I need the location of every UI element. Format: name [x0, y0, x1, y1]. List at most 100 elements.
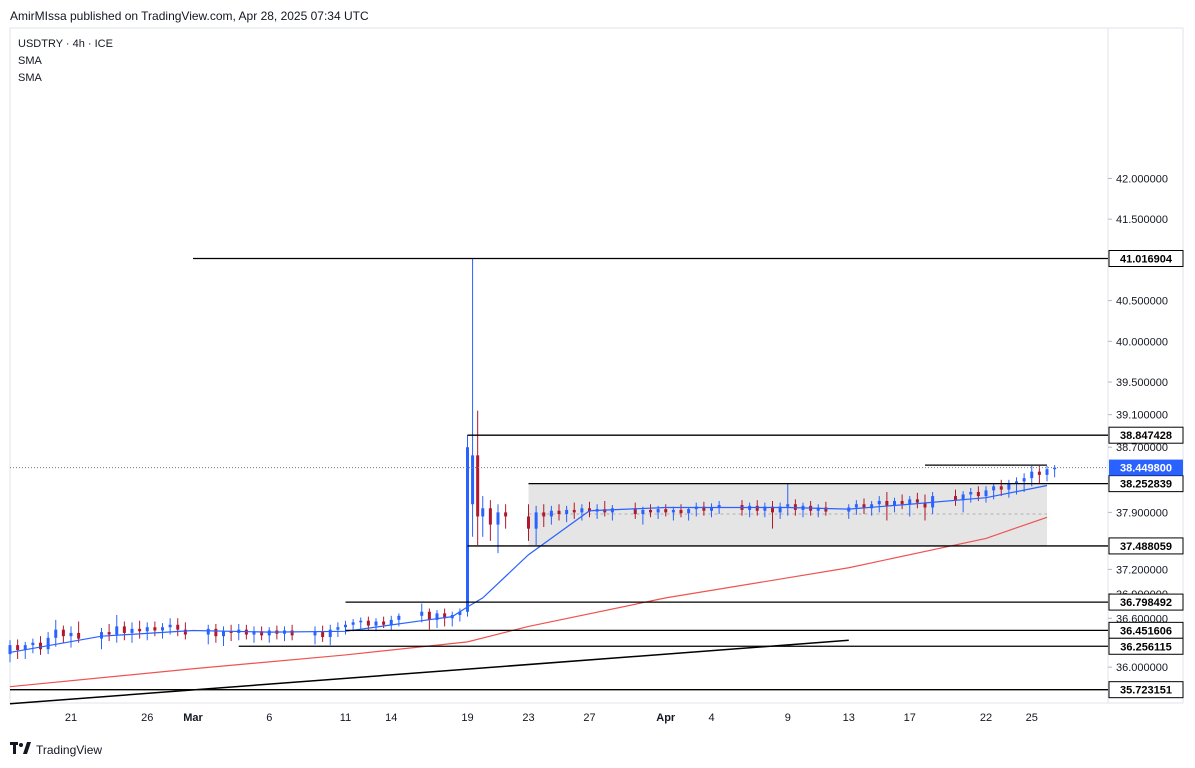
level-price-label: 36.798492: [1120, 597, 1172, 609]
candle-body: [260, 631, 264, 636]
candle-body: [656, 509, 660, 513]
candle-body: [374, 621, 378, 626]
candle-body: [870, 504, 874, 509]
candle-body: [366, 620, 370, 626]
x-tick-label: 4: [708, 712, 714, 724]
candle-body: [69, 632, 73, 637]
level-price-tag: [1108, 537, 1184, 555]
candle-body: [176, 624, 180, 630]
candle-body: [153, 627, 157, 631]
candle-body: [557, 510, 561, 515]
candle-body: [862, 504, 866, 509]
tradingview-brand[interactable]: TradingView: [10, 741, 102, 759]
brand-name: TradingView: [36, 743, 103, 757]
candle-body: [1037, 471, 1041, 475]
legend-sma-1[interactable]: SMA: [18, 55, 42, 67]
candle-body: [458, 611, 462, 616]
candle-body: [290, 630, 294, 636]
y-tick-label: 40.000000: [1116, 336, 1168, 348]
candle-body: [542, 512, 546, 517]
candle-body: [122, 626, 126, 633]
level-price-label: 35.723151: [1120, 685, 1172, 697]
candle-body: [1022, 478, 1026, 482]
candle-body: [900, 500, 904, 505]
candle-body: [214, 628, 218, 637]
candle-body: [344, 624, 347, 628]
y-tick-label: 37.900000: [1116, 507, 1168, 519]
candle-body: [976, 492, 980, 497]
candle-body: [641, 509, 645, 515]
candle-body: [702, 506, 706, 511]
candle-body: [793, 504, 797, 510]
candle-body: [382, 621, 386, 625]
publish-info: AmirMIssa published on TradingView.com, …: [10, 9, 369, 23]
candle-body: [471, 455, 475, 505]
candle-body: [984, 490, 988, 497]
candle-body: [992, 486, 996, 491]
candle-body: [183, 629, 187, 635]
candle-body: [336, 627, 340, 630]
candle-body: [466, 447, 469, 612]
candle-body: [168, 624, 172, 628]
candle-body: [321, 631, 325, 637]
x-tick-label: 17: [904, 712, 916, 724]
candle-body: [1015, 481, 1018, 484]
candle-body: [222, 631, 225, 637]
x-tick-label: 21: [65, 712, 77, 724]
level-price-label: 36.256115: [1120, 641, 1171, 653]
level-price-label: 38.252839: [1120, 479, 1172, 491]
candle-body: [999, 486, 1003, 490]
candle-body: [130, 628, 134, 633]
level-price-tag: [1108, 250, 1184, 268]
level-price-tag: [1108, 475, 1184, 493]
candle-body: [954, 496, 957, 501]
candle-body: [496, 512, 500, 525]
candle-body: [31, 642, 35, 646]
candle-body: [778, 506, 782, 513]
candle-body: [854, 504, 858, 508]
x-tick-label: 9: [785, 712, 791, 724]
level-price-label: 36.451606: [1120, 625, 1172, 637]
last-price-label: 38.449800: [1120, 463, 1172, 475]
candle-body: [1007, 483, 1011, 490]
level-price-label: 41.016904: [1120, 254, 1173, 266]
candle-body: [435, 613, 439, 620]
candle-body: [145, 627, 149, 632]
x-tick-label: 27: [583, 712, 595, 724]
level-price-tag: [1108, 681, 1184, 699]
candle-body: [443, 613, 447, 619]
candle-body: [313, 631, 317, 636]
candle-body: [351, 622, 355, 625]
x-tick-label: 6: [266, 712, 272, 724]
legend-sma-2[interactable]: SMA: [18, 72, 42, 84]
candle-body: [816, 507, 820, 511]
sma-fast-line: [9, 484, 1048, 654]
candle-body: [679, 509, 683, 514]
x-tick-label: Apr: [656, 712, 676, 724]
candle-body: [107, 632, 111, 635]
candle-body: [687, 509, 691, 514]
candle-body: [572, 509, 576, 513]
sma-slow-line: [9, 516, 1048, 688]
candle-body: [923, 502, 927, 508]
candle-body: [771, 506, 774, 513]
x-tick-label: 25: [1026, 712, 1038, 724]
x-tick-label: 23: [522, 712, 534, 724]
candle-body: [580, 508, 584, 513]
level-price-tag: [1108, 637, 1184, 655]
candle-body: [16, 645, 20, 651]
legend-symbol[interactable]: USDTRY · 4h · ICE: [18, 38, 113, 50]
candle-body: [359, 620, 363, 623]
candle-body: [77, 632, 81, 639]
x-tick-label: 19: [461, 712, 473, 724]
candle-body: [23, 645, 27, 651]
candle-body: [138, 628, 142, 632]
y-tick-label: 39.500000: [1116, 377, 1168, 389]
candle-body: [206, 628, 210, 635]
candle-body: [420, 611, 424, 616]
candle-body: [649, 509, 652, 513]
y-tick-label: 40.500000: [1116, 296, 1168, 308]
x-tick-label: 22: [980, 712, 992, 724]
candle-body: [664, 509, 668, 513]
